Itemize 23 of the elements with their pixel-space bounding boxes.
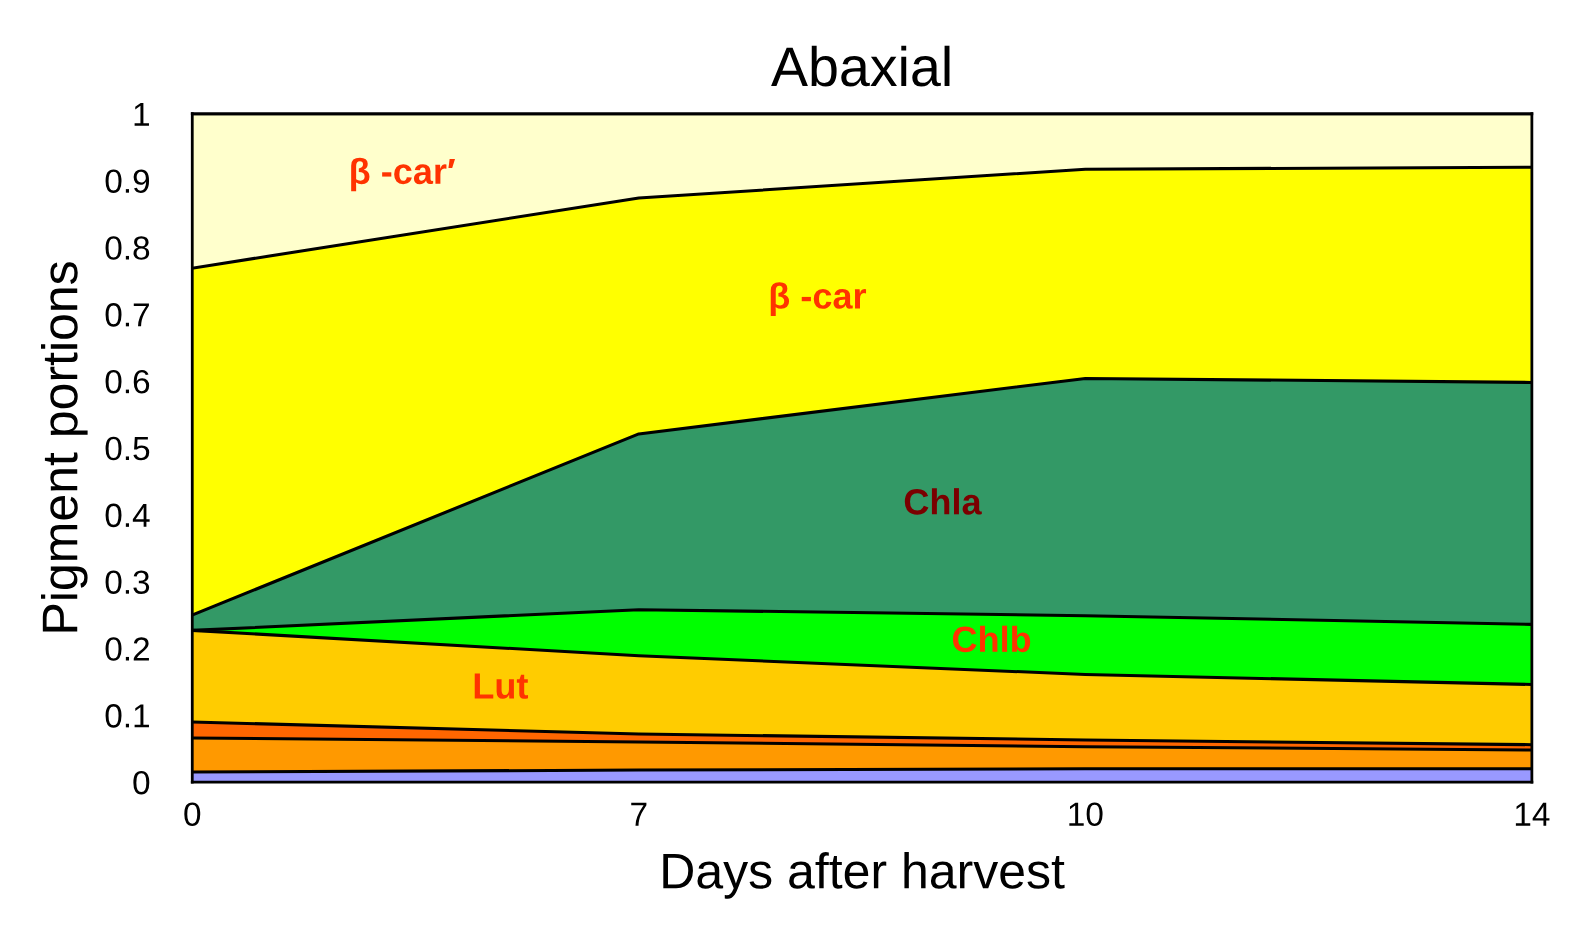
- y-tick-label: 1: [134, 102, 149, 126]
- x-tick-label: 14: [1515, 802, 1550, 826]
- series-label: β -car′: [351, 157, 455, 192]
- x-tick-label: 10: [1069, 802, 1103, 827]
- series-label: Chla: [904, 488, 982, 515]
- y-tick-label: 0.5: [105, 436, 150, 461]
- series-label: β -car: [770, 282, 867, 316]
- chart-title: Abaxial: [771, 45, 950, 87]
- y-tick-label: 0.6: [105, 369, 150, 394]
- y-tick-label: 0.4: [105, 503, 150, 528]
- y-tick-label: 0.2: [105, 637, 149, 661]
- y-tick-label: 0.8: [105, 236, 150, 260]
- x-axis-title: Days after harvest: [663, 852, 1065, 899]
- y-tick-label: 0.3: [105, 570, 150, 594]
- x-tick-label: 7: [631, 802, 647, 826]
- y-tick-label: 0.7: [105, 303, 149, 327]
- y-tick-label: 0.9: [105, 169, 150, 193]
- y-tick-label: 0.1: [105, 704, 149, 728]
- series-label: Lut: [474, 673, 529, 699]
- x-tick-label: 0: [184, 802, 201, 827]
- y-axis-title: Pigment portions: [41, 262, 88, 632]
- y-tick-label: 0: [133, 770, 150, 795]
- series-label: Chlb: [952, 625, 1031, 653]
